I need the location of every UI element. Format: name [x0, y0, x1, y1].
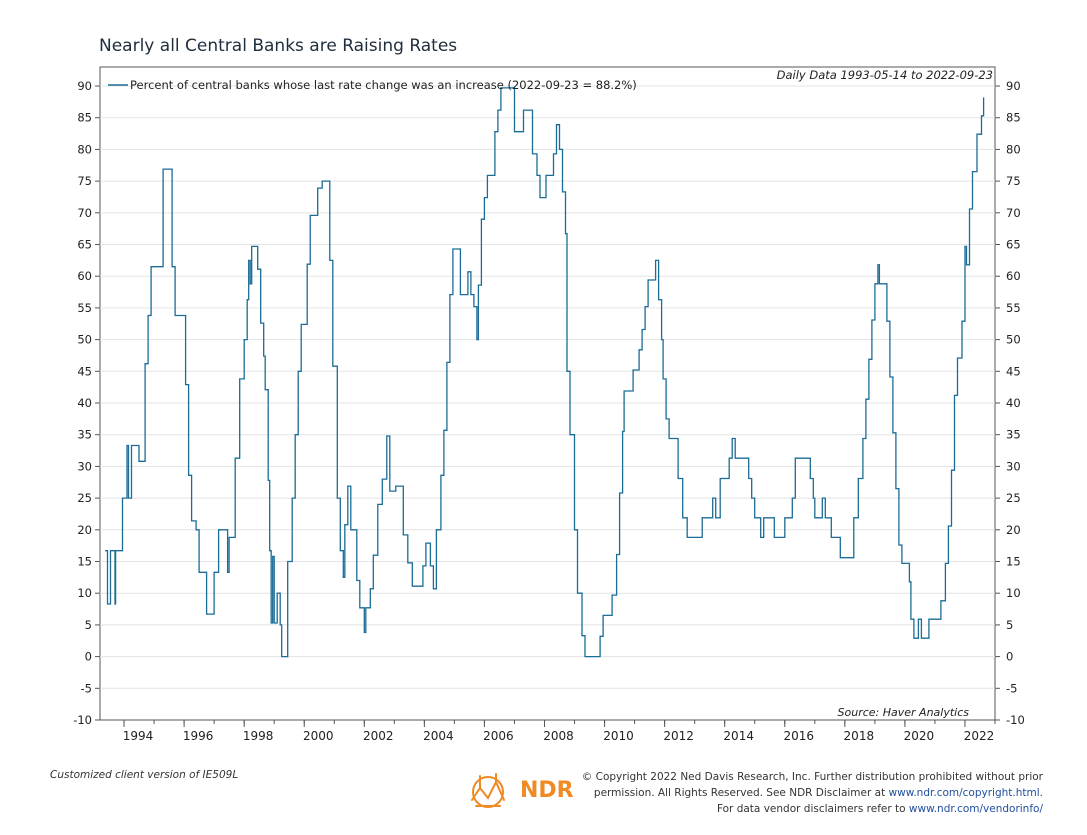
x-tick-label: 2004: [423, 729, 454, 743]
logo-text: NDR: [520, 778, 574, 803]
x-axis: 1994 1996 1998 2000 2002 2004 2006 2008 2010 2012…: [123, 720, 996, 743]
x-tick-label: 1996: [183, 729, 214, 743]
y-tick-label-right: 0: [1006, 650, 1013, 664]
y-tick-label-left: 85: [77, 111, 92, 125]
y-tick-label-right: 55: [1006, 301, 1021, 315]
y-tick-label-right: 45: [1006, 364, 1021, 378]
y-tick-label-right: 5: [1006, 618, 1013, 632]
y-tick-label-right: 85: [1006, 111, 1021, 125]
client-version-note: Customized client version of IE509L: [50, 769, 239, 781]
y-axis-left: -10 -5 0 5 10 15 20 25 30 35 40 45 50 55 60 65 70 75 80 85 9…: [73, 79, 100, 727]
y-tick-label-right: 20: [1006, 523, 1021, 537]
x-tick-label: 1998: [243, 729, 274, 743]
y-tick-label-right: 80: [1006, 142, 1021, 156]
y-tick-label-right: -5: [1006, 681, 1017, 695]
plot-area: [99, 66, 996, 721]
x-tick-label: 2012: [663, 729, 694, 743]
x-tick-label: 2018: [844, 729, 875, 743]
y-tick-label-left: 75: [77, 174, 92, 188]
y-axis-right: -10 -5 0 5 10 15 20 25 30 35 40 45 50 55 60 65 70 75 80 85 9…: [995, 79, 1025, 727]
chart-title: Nearly all Central Banks are Raising Rat…: [99, 36, 458, 56]
y-tick-label-left: -5: [81, 681, 92, 695]
y-tick-label-left: 50: [77, 333, 92, 347]
y-tick-label-left: 25: [77, 491, 92, 505]
x-tick-label: 2014: [723, 729, 754, 743]
y-tick-label-right: 65: [1006, 238, 1021, 252]
copyright-link[interactable]: www.ndr.com/copyright.html.: [888, 787, 1043, 799]
copyright-line-2: permission. All Rights Reserved. See NDR…: [582, 785, 1043, 801]
copyright-notice: © Copyright 2022 Ned Davis Research, Inc…: [582, 769, 1043, 817]
legend: Percent of central banks whose last rate…: [108, 78, 637, 92]
chart-subtitle: Daily Data 1993-05-14 to 2022-09-23: [777, 68, 993, 82]
y-tick-label-right: 60: [1006, 269, 1021, 283]
y-tick-label-left: 45: [77, 364, 92, 378]
y-tick-label-left: 70: [77, 206, 92, 220]
y-tick-label-left: 30: [77, 459, 92, 473]
y-tick-label-right: 90: [1006, 79, 1021, 93]
y-tick-label-left: -10: [73, 713, 92, 727]
ndr-logo-icon: [471, 773, 505, 808]
y-tick-label-left: 65: [77, 238, 92, 252]
y-tick-label-left: 90: [77, 79, 92, 93]
copyright-line-3-text: For data vendor disclaimers refer to: [716, 803, 909, 815]
x-tick-label: 2020: [904, 729, 935, 743]
y-tick-label-left: 0: [85, 650, 92, 664]
vendor-info-link[interactable]: www.ndr.com/vendorinfo/: [908, 803, 1043, 815]
y-gridlines: [100, 85, 995, 689]
y-tick-label-left: 5: [85, 618, 92, 632]
y-tick-label-left: 60: [77, 269, 92, 283]
y-tick-label-right: 40: [1006, 396, 1021, 410]
series-line: [105, 87, 985, 658]
copyright-line-1: © Copyright 2022 Ned Davis Research, Inc…: [581, 771, 1043, 783]
y-tick-label-right: -10: [1006, 713, 1025, 727]
y-tick-label-left: 35: [77, 428, 92, 442]
x-tick-label: 2000: [303, 729, 334, 743]
y-tick-label-left: 40: [77, 396, 92, 410]
y-tick-label-right: 30: [1006, 459, 1021, 473]
y-tick-label-right: 35: [1006, 428, 1021, 442]
x-tick-label: 2008: [543, 729, 574, 743]
y-tick-label-left: 15: [77, 555, 92, 569]
y-tick-label-left: 80: [77, 142, 92, 156]
x-tick-label: 2002: [363, 729, 394, 743]
legend-label: Percent of central banks whose last rate…: [130, 78, 637, 92]
x-tick-label: 2010: [603, 729, 634, 743]
y-tick-label-right: 10: [1006, 586, 1021, 600]
y-tick-label-left: 55: [77, 301, 92, 315]
y-tick-label-right: 70: [1006, 206, 1021, 220]
y-tick-label-left: 10: [77, 586, 92, 600]
y-tick-label-right: 15: [1006, 555, 1021, 569]
x-tick-label: 2022: [964, 729, 995, 743]
y-tick-label-right: 50: [1006, 333, 1021, 347]
x-tick-label: 2016: [783, 729, 814, 743]
y-tick-label-left: 20: [77, 523, 92, 537]
source-note: Source: Haver Analytics: [838, 706, 970, 719]
y-tick-label-right: 25: [1006, 491, 1021, 505]
y-tick-label-right: 75: [1006, 174, 1021, 188]
copyright-line-2-text: permission. All Rights Reserved. See NDR…: [593, 787, 889, 799]
x-tick-label: 1994: [123, 729, 154, 743]
x-tick-label: 2006: [483, 729, 514, 743]
copyright-line-3: For data vendor disclaimers refer to www…: [582, 801, 1043, 817]
